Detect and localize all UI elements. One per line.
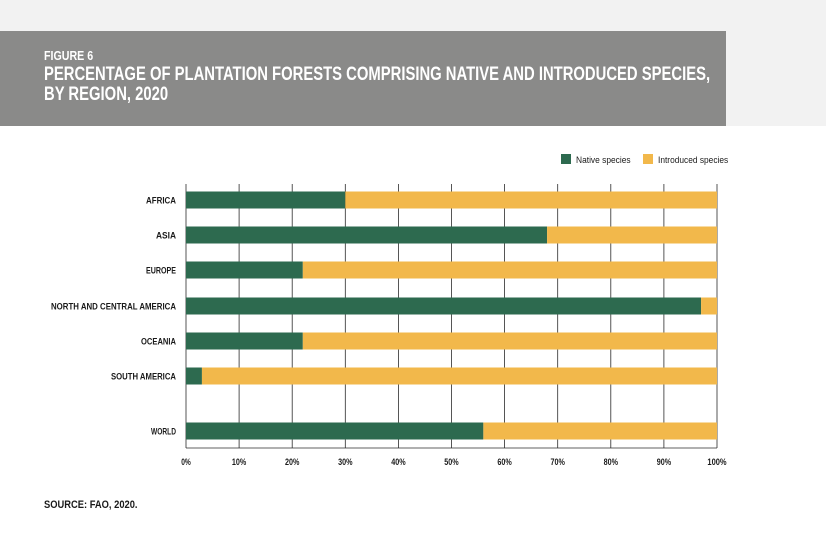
category-label: NORTH AND CENTRAL AMERICA bbox=[51, 302, 176, 312]
category-label: AFRICA bbox=[146, 196, 176, 206]
x-tick-label: 100% bbox=[707, 457, 726, 467]
figure-title: PERCENTAGE OF PLANTATION FORESTS COMPRIS… bbox=[44, 64, 711, 105]
chart-area: AFRICA ASIA EUROPE NORTH AND CENTRAL AMERIC… bbox=[0, 126, 826, 534]
x-tick-label: 20% bbox=[285, 457, 299, 467]
category-label: ASIA bbox=[156, 231, 176, 241]
bar-native bbox=[186, 261, 303, 279]
bar-introduced bbox=[201, 367, 717, 385]
figure-label: FIGURE 6 bbox=[44, 48, 94, 63]
legend-label-introduced: Introduced species bbox=[658, 155, 729, 165]
bar-introduced bbox=[345, 191, 717, 209]
bar-introduced bbox=[483, 422, 717, 440]
bar-introduced bbox=[302, 332, 717, 350]
x-tick-label: 30% bbox=[338, 457, 352, 467]
legend-label-native: Native species bbox=[576, 155, 631, 165]
legend-swatch-introduced bbox=[643, 154, 653, 164]
category-label: OCEANIA bbox=[141, 337, 176, 347]
bar-introduced bbox=[302, 261, 717, 279]
x-tick-label: 0% bbox=[181, 457, 191, 467]
category-label: SOUTH AMERICA bbox=[111, 372, 176, 382]
legend-swatch-native bbox=[561, 154, 571, 164]
bar-introduced bbox=[701, 297, 717, 315]
source-note: SOURCE: FAO, 2020. bbox=[44, 499, 138, 511]
bar-native bbox=[186, 367, 202, 385]
stacked-bar-chart: AFRICA ASIA EUROPE NORTH AND CENTRAL AMERIC… bbox=[51, 154, 729, 467]
category-label: EUROPE bbox=[146, 266, 176, 276]
x-tick-label: 90% bbox=[657, 457, 671, 467]
category-label: WORLD bbox=[151, 427, 176, 437]
x-tick-label: 70% bbox=[551, 457, 565, 467]
bar-native bbox=[186, 191, 346, 209]
x-tick-label: 60% bbox=[497, 457, 511, 467]
bar-native bbox=[186, 297, 702, 315]
figure-title-line2: BY REGION, 2020 bbox=[44, 84, 169, 105]
bar-native bbox=[186, 332, 303, 350]
figure-title-line1: PERCENTAGE OF PLANTATION FORESTS COMPRIS… bbox=[44, 64, 711, 85]
top-strip bbox=[0, 0, 826, 31]
figure-header: FIGURE 6 PERCENTAGE OF PLANTATION FOREST… bbox=[0, 31, 726, 126]
x-tick-label: 80% bbox=[604, 457, 618, 467]
x-tick-label: 10% bbox=[232, 457, 246, 467]
x-tick-label: 50% bbox=[444, 457, 458, 467]
x-tick-label: 40% bbox=[391, 457, 405, 467]
bar-introduced bbox=[547, 226, 717, 244]
bar-native bbox=[186, 422, 484, 440]
bar-native bbox=[186, 226, 548, 244]
